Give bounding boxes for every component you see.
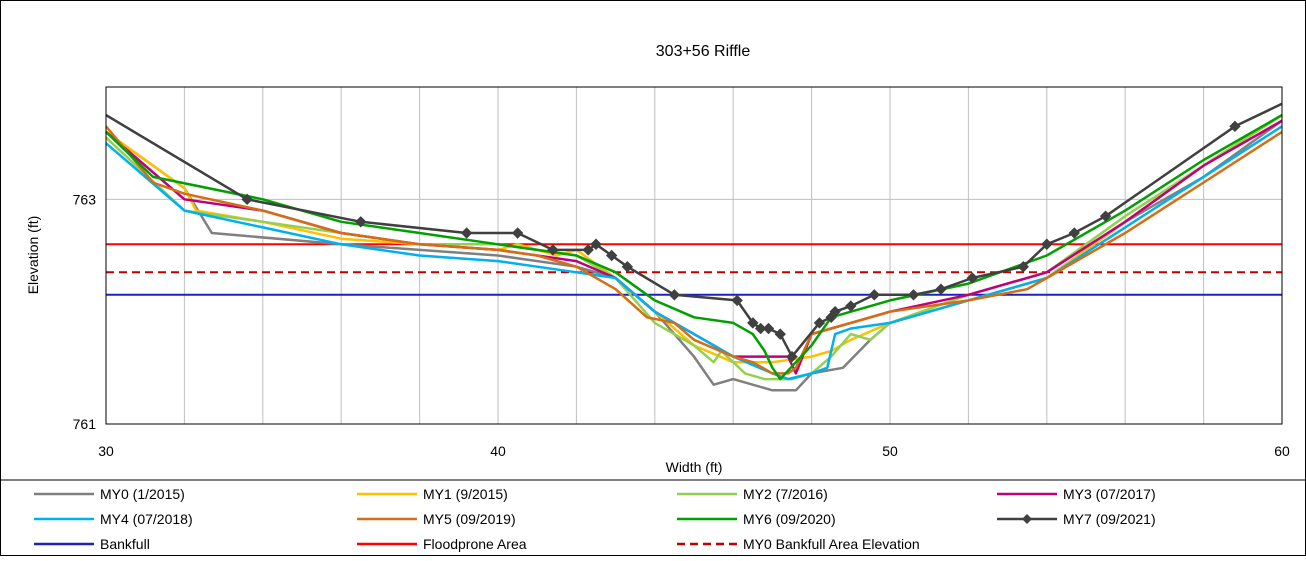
series-my6-09-2020 (105, 114, 1283, 381)
x-tick-label: 50 (882, 443, 898, 459)
data-point (668, 289, 681, 301)
legend-item: MY7 (09/2021) (997, 511, 1156, 527)
data-point (935, 283, 947, 295)
legend-item: MY2 (7/2016) (677, 486, 828, 502)
legend-item: MY0 Bankfull Area Elevation (677, 536, 920, 552)
legend-label: MY7 (09/2021) (1063, 511, 1156, 527)
data-point (731, 294, 743, 307)
x-tick-label: 40 (490, 443, 506, 459)
plot-area-border (105, 86, 1283, 425)
data-point (511, 227, 524, 239)
data-point (621, 261, 634, 273)
data-point (966, 272, 979, 284)
legend-label: MY2 (7/2016) (743, 486, 828, 502)
legend-item: MY6 (09/2020) (677, 511, 836, 527)
data-point (829, 305, 841, 318)
x-axis-ticks: 30 40 50 60 (98, 443, 1290, 459)
series-line (105, 125, 1283, 375)
legend-label: Bankfull (100, 536, 150, 552)
legend-marker (1022, 514, 1032, 524)
data-point (605, 249, 618, 262)
legend-item: MY4 (07/2018) (34, 511, 193, 527)
data-point (868, 289, 881, 301)
legend-label: MY1 (9/2015) (423, 486, 508, 502)
series-line (105, 114, 1283, 381)
data-point (774, 328, 786, 340)
legend-item: MY5 (09/2019) (357, 511, 516, 527)
legend-label: MY0 Bankfull Area Elevation (743, 536, 920, 552)
chart-title: 303+56 Riffle (656, 43, 751, 60)
data-point (762, 322, 775, 335)
data-point (786, 350, 798, 363)
legend-item: MY1 (9/2015) (357, 486, 508, 502)
legend-item: Bankfull (34, 536, 150, 552)
data-point (582, 244, 594, 256)
legend-item: MY3 (07/2017) (997, 486, 1156, 502)
x-tick-label: 60 (1274, 443, 1290, 459)
y-tick-label: 763 (73, 191, 97, 207)
series-my7-09-2021 (105, 102, 1283, 363)
data-point (355, 216, 367, 228)
legend-label: MY6 (09/2020) (743, 511, 836, 527)
data-point (747, 317, 759, 329)
data-point (754, 322, 767, 335)
legend-label: MY3 (07/2017) (1063, 486, 1156, 502)
y-axis-ticks: 761 763 (73, 191, 97, 432)
legend: MY0 (1/2015) MY1 (9/2015) MY2 (7/2016) MY3 … (34, 486, 1156, 552)
x-axis-label: Width (ft) (666, 459, 723, 475)
series-lines (105, 102, 1283, 392)
data-point (1099, 210, 1112, 222)
data-point (547, 244, 559, 256)
data-point (460, 227, 473, 239)
data-point (845, 300, 857, 312)
legend-label: MY0 (1/2015) (100, 486, 185, 502)
data-point (1229, 120, 1241, 133)
y-tick-label: 761 (73, 416, 97, 432)
legend-label: MY4 (07/2018) (100, 511, 193, 527)
series-my5-09-2019 (105, 125, 1283, 375)
legend-label: Floodprone Area (423, 536, 527, 552)
legend-item: Floodprone Area (357, 536, 527, 552)
data-point (907, 289, 920, 301)
data-point (1017, 261, 1029, 273)
legend-item: MY0 (1/2015) (34, 486, 185, 502)
data-point (590, 238, 602, 250)
y-axis-label: Elevation (ft) (25, 216, 41, 295)
data-point (1041, 238, 1053, 250)
data-point (241, 193, 253, 206)
x-tick-label: 30 (98, 443, 114, 459)
data-point (813, 317, 826, 329)
data-point (1068, 227, 1080, 239)
legend-label: MY5 (09/2019) (423, 511, 516, 527)
